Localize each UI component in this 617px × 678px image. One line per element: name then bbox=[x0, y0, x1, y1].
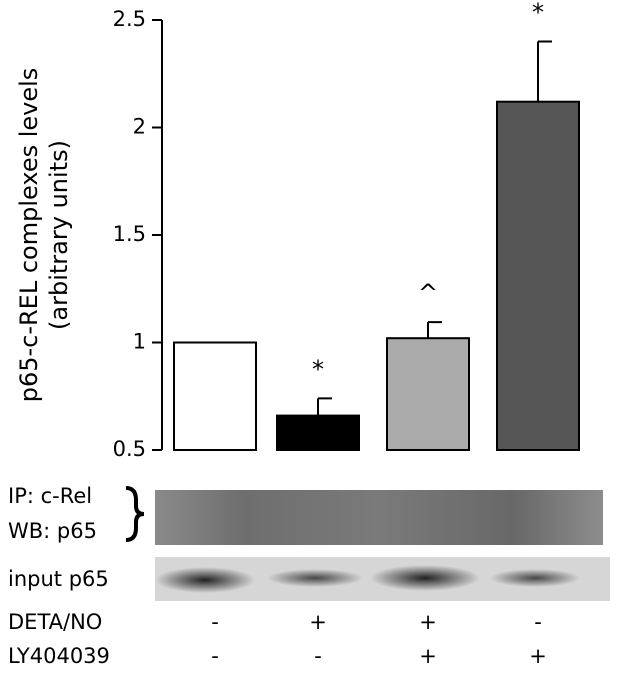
y-label-line: (arbitrary units) bbox=[45, 140, 73, 330]
error-bar bbox=[427, 321, 442, 339]
brace bbox=[125, 486, 145, 542]
y-tick-label: 2.5 bbox=[113, 7, 146, 31]
y-label: p65-c-REL complexes levels (arbitrary un… bbox=[15, 68, 73, 403]
treatment-name: DETA/NO bbox=[8, 610, 102, 634]
blot-band bbox=[490, 569, 580, 587]
treatment-sign: - bbox=[211, 644, 219, 668]
y-label-line: p65-c-REL complexes levels bbox=[15, 68, 43, 403]
bar bbox=[276, 414, 360, 452]
blot-band bbox=[155, 567, 255, 593]
annotation: ^ bbox=[418, 279, 438, 307]
blot-label: IP: c-Rel bbox=[8, 484, 92, 508]
blot-label: input p65 bbox=[8, 567, 109, 591]
blot-band bbox=[370, 565, 480, 591]
y-tick-label: 0.5 bbox=[113, 437, 146, 461]
treatment-sign: + bbox=[419, 644, 437, 668]
error-bar bbox=[537, 40, 552, 102]
treatment-name: LY404039 bbox=[8, 644, 110, 668]
treatment-sign: - bbox=[314, 644, 322, 668]
bar bbox=[386, 337, 470, 452]
y-tick-label: 1 bbox=[133, 330, 146, 354]
treatment-sign: + bbox=[529, 644, 547, 668]
error-bar bbox=[317, 397, 332, 416]
bar bbox=[173, 341, 257, 451]
blot-band bbox=[267, 569, 363, 587]
annotation: * bbox=[532, 0, 544, 27]
bar bbox=[496, 100, 580, 451]
y-tick-label: 2 bbox=[133, 115, 146, 139]
blot-ip bbox=[155, 490, 603, 545]
treatment-sign: + bbox=[309, 610, 327, 634]
treatment-sign: - bbox=[534, 610, 542, 634]
blot-label: WB: p65 bbox=[8, 519, 97, 543]
treatment-sign: - bbox=[211, 610, 219, 634]
annotation: * bbox=[312, 355, 324, 383]
y-tick-label: 1.5 bbox=[113, 222, 146, 246]
treatment-sign: + bbox=[419, 610, 437, 634]
